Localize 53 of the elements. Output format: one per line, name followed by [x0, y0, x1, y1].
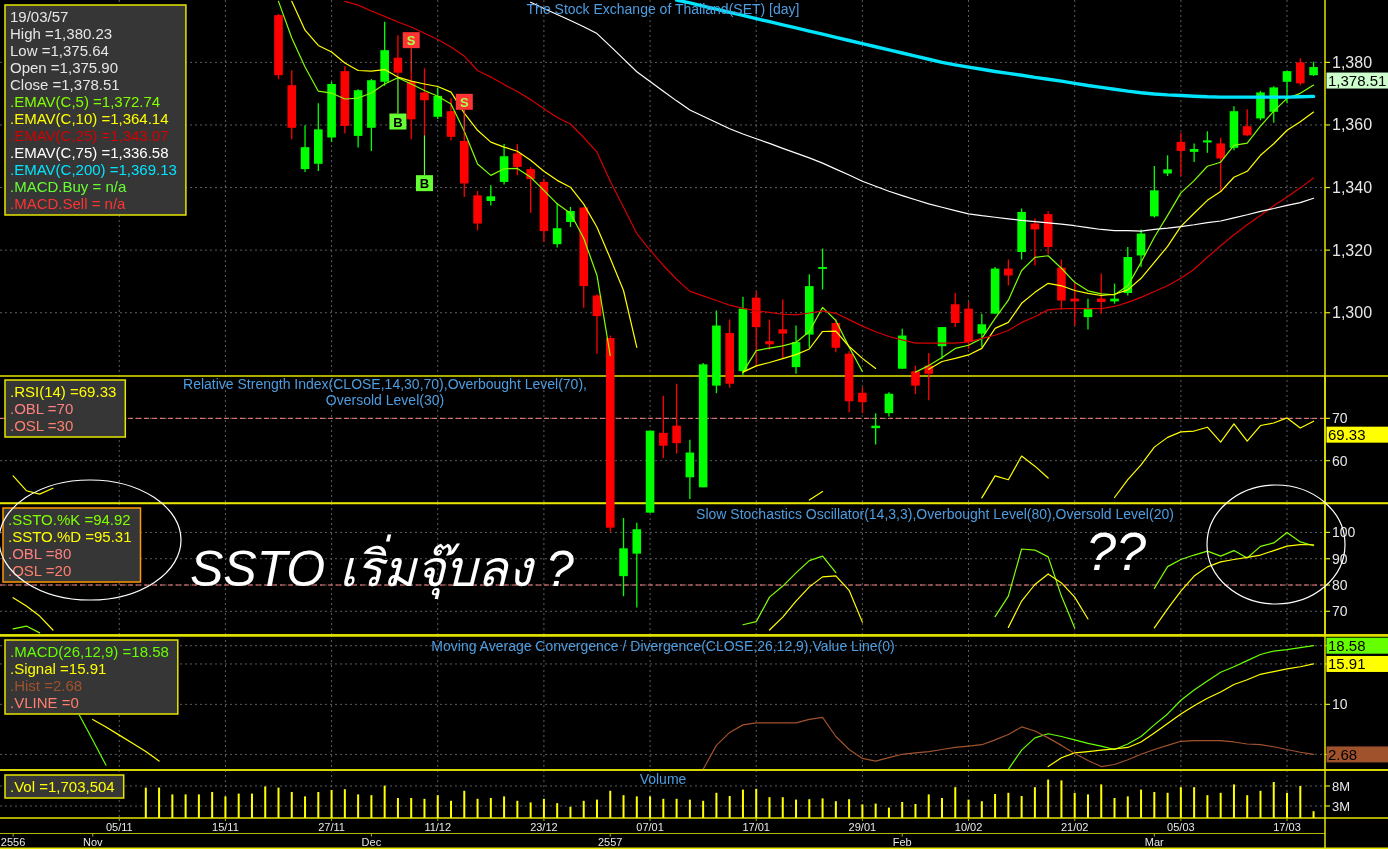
legend: .RSI(14) =69.33 .OBL =70 .OSL =30: [4, 379, 127, 438]
x-tick-label: 2557: [598, 836, 623, 848]
y-tick-label: 3M: [1332, 798, 1351, 814]
y-tick-label: 1,380: [1332, 53, 1373, 71]
x-tick-label: Mar: [1144, 836, 1165, 848]
x-tick-label: 27/11: [318, 820, 345, 833]
x-tick-label: 15/11: [212, 820, 239, 833]
x-tick-label: 05/03: [1167, 820, 1195, 833]
x-tick-label: 29/01: [848, 820, 877, 833]
chart-title: Volume: [639, 771, 687, 787]
x-tick-label: Feb: [892, 836, 912, 848]
chart-title: Moving Average Convergence / Divergence(CLOSE,26,12,9),Value Line(0): [431, 638, 895, 654]
annotation: .VLINE =0: [10, 694, 79, 711]
ref-line-label: .OBL =80: [8, 545, 72, 562]
y-tick-label: 60: [1332, 452, 1348, 469]
y-tick-label: 1,360: [1332, 116, 1373, 134]
x-tick-label: 17/01: [742, 820, 770, 833]
x-tick-label: 05/11: [105, 820, 133, 833]
annotation: ??: [1086, 521, 1147, 581]
x-tick-label: 11/12: [424, 820, 452, 833]
legend: 19/03/57 High =1,380.23 Low =1,375.64 Open =1,375.90 Close =1,378.51 .EMAV(C,5) =1,372.74 .EMAV(C,10) =1,364.14 .EMAV(C,25) =1,343.07 .EMAV(C,75) =1,336.58 .EMAV(C,200) =1,369.13 .MACD.Buy = n/a .MACD.Sell = n/a: [4, 4, 187, 216]
chart-title: Slow Stochastics Oscillator(14,3,3),Overbought Level(80),Oversold Level(20): [696, 506, 1174, 522]
y-tick-label: 1,300: [1332, 304, 1373, 322]
x-tick-label: 10/02: [954, 820, 983, 833]
y-tick-label: 10: [1332, 696, 1348, 713]
y-tick-label: 15.91: [1328, 655, 1366, 673]
legend: .Vol =1,703,504: [4, 774, 125, 799]
legend: .MACD(26,12,9) =18.58 .Signal =15.91 .Hist =2.68 .VLINE =0: [4, 639, 179, 715]
data-label: S: [459, 94, 469, 110]
x-tick-label: Dec: [361, 836, 382, 848]
x-tick-label: Nov: [82, 836, 104, 848]
y-tick-label: 8M: [1332, 778, 1351, 794]
data-label: S: [406, 33, 416, 49]
x-tick-label: 2556: [0, 836, 26, 848]
y-tick-label: 1,340: [1332, 179, 1373, 197]
ref-line-label: .OBL =70: [10, 400, 74, 417]
y-tick-label: 70: [1332, 410, 1348, 427]
x-tick-label: 23/12: [530, 820, 558, 833]
x-tick-label: 17/03: [1273, 820, 1301, 833]
y-tick-label: 70: [1332, 603, 1348, 620]
annotation: .OSL =30: [10, 417, 74, 434]
data-label: 69.33: [1328, 426, 1366, 444]
data-label: B: [393, 114, 403, 130]
annotation: SSTO เริ่มจุ๊บลง ?: [190, 534, 575, 600]
y-tick-label: 80: [1332, 577, 1348, 594]
y-tick-label: 1,320: [1332, 241, 1373, 259]
y-tick-label: 18.58: [1328, 637, 1366, 655]
legend-title: 19/03/57 High =1,380.23 Low =1,375.64 Open =1,375.90 Close =1,378.51: [10, 8, 120, 93]
y-tick-label: 2.68: [1328, 745, 1358, 763]
x-tick-label: 21/02: [1060, 820, 1089, 833]
text: Relative Strength Index(CLOSE,14,30,70),Overbought Level(70),Oversold Level(30): [183, 376, 587, 408]
x-tick-label: 07/01: [636, 820, 664, 833]
data-label: B: [419, 176, 430, 192]
